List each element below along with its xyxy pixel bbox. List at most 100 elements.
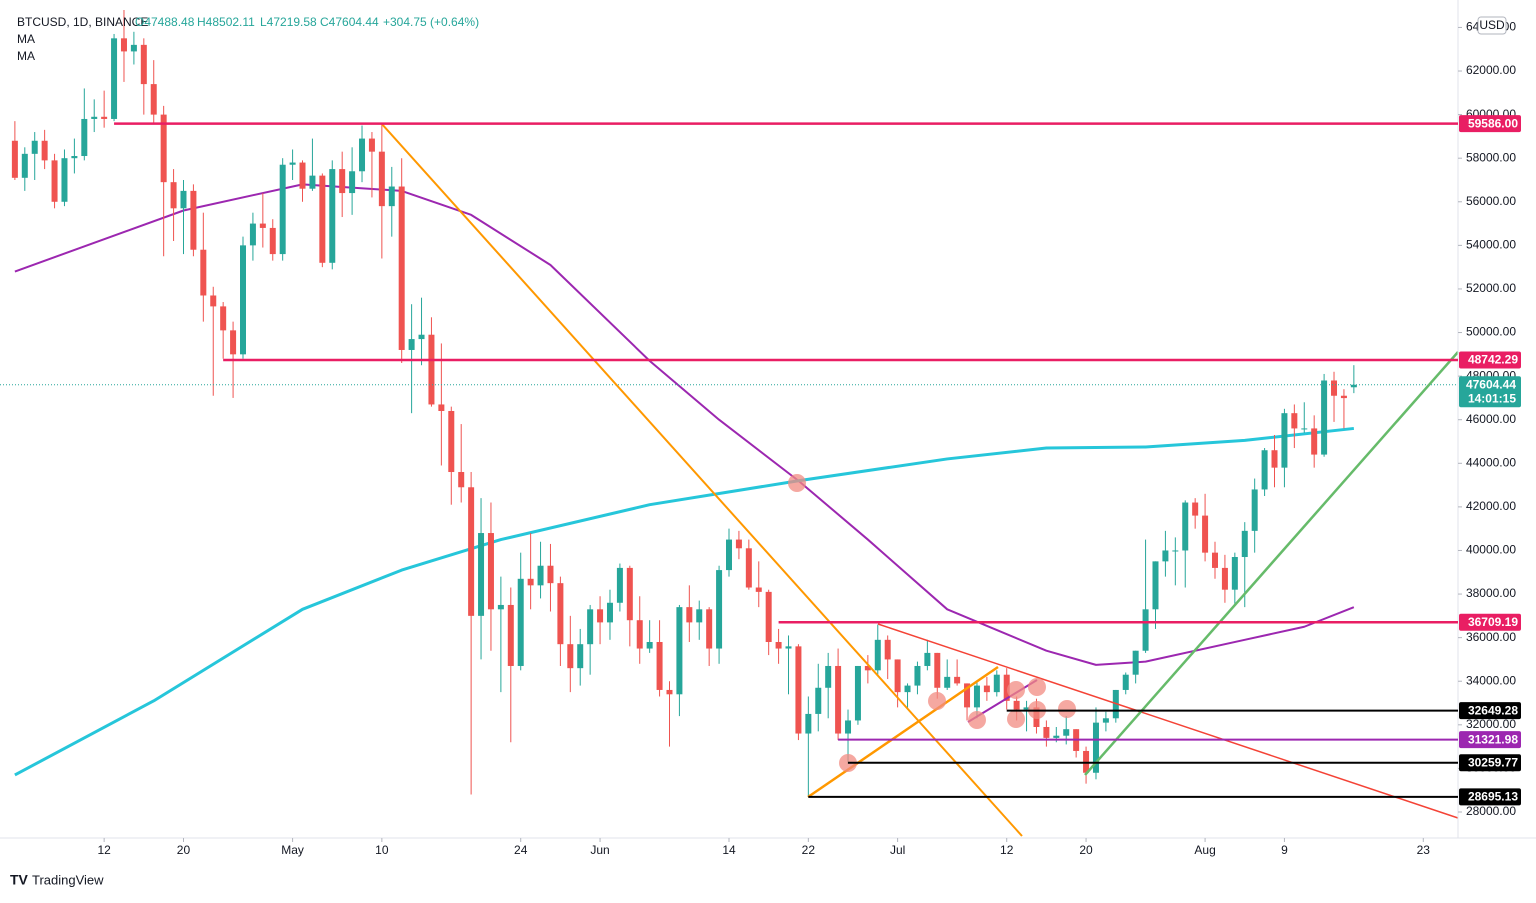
candle-body xyxy=(200,249,207,296)
candle-body xyxy=(587,609,594,645)
x-tick-label: 12 xyxy=(1000,843,1014,857)
level-label: 36709.19 xyxy=(1468,615,1518,629)
candle-body xyxy=(745,548,752,588)
y-tick-label: 46000.00 xyxy=(1466,412,1516,426)
candle-body xyxy=(1291,413,1298,429)
candle-body xyxy=(825,665,832,688)
candle-body xyxy=(1182,502,1189,551)
candle-body xyxy=(249,223,256,246)
candle-body xyxy=(458,472,465,488)
level-label-box xyxy=(1459,115,1521,133)
trend-line xyxy=(1084,351,1459,776)
candle-body xyxy=(755,587,762,592)
trend-line xyxy=(877,623,1459,819)
candle-body xyxy=(1271,450,1278,468)
candle-body xyxy=(487,533,494,610)
candle-body xyxy=(1212,552,1218,568)
candle-body xyxy=(230,330,237,355)
ohlc-low: L47219.58 xyxy=(260,15,317,29)
brand-name: TradingView xyxy=(32,872,104,887)
candle-body xyxy=(1043,726,1050,738)
candle-body xyxy=(1202,515,1209,553)
candle-body xyxy=(666,689,673,695)
candle-body xyxy=(91,116,98,119)
candle-body xyxy=(894,659,901,693)
x-tick-label: 23 xyxy=(1417,843,1431,857)
candle-body xyxy=(1013,700,1020,710)
candle-body xyxy=(299,162,306,189)
y-tick-label: 58000.00 xyxy=(1466,150,1516,164)
candle-body xyxy=(269,227,276,255)
candle-body xyxy=(418,334,425,340)
candle-body xyxy=(696,609,703,623)
candle-body xyxy=(944,676,951,688)
candle-body xyxy=(51,160,58,202)
y-tick-label: 54000.00 xyxy=(1466,238,1516,252)
candle-body xyxy=(815,687,822,714)
candle-body xyxy=(557,583,564,645)
candle-body xyxy=(101,116,108,119)
candle-body xyxy=(1063,729,1070,736)
candle-body xyxy=(1172,550,1179,552)
candle-body xyxy=(398,186,405,350)
candle-body xyxy=(329,169,336,263)
y-tick-label: 38000.00 xyxy=(1466,586,1516,600)
candle-body xyxy=(150,84,157,115)
candle-body xyxy=(81,118,88,157)
brand: TV TradingView xyxy=(10,872,104,888)
ohlc-close: C47604.44 xyxy=(320,15,379,29)
y-tick-label: 42000.00 xyxy=(1466,499,1516,513)
ohlc-high: H48502.11 xyxy=(197,15,255,29)
trend-line xyxy=(380,122,1023,837)
candle-body xyxy=(1192,502,1199,516)
candle-body xyxy=(240,245,246,355)
candle-body xyxy=(954,676,961,684)
candle-body xyxy=(864,665,871,671)
candle-body xyxy=(884,639,891,660)
candle-body xyxy=(686,607,693,623)
candle-body xyxy=(21,153,28,178)
candle-body xyxy=(775,642,782,649)
candle-body xyxy=(1301,428,1308,430)
candle-body xyxy=(170,182,177,209)
candle-body xyxy=(41,140,48,161)
candle-body xyxy=(428,334,435,405)
currency-badge xyxy=(1477,16,1507,35)
ohlc-open: O47488.48 xyxy=(135,15,195,29)
candle-body xyxy=(606,602,613,623)
candle-body xyxy=(964,683,971,708)
candle-body xyxy=(1281,413,1288,468)
candle-body xyxy=(1340,395,1347,399)
candle-body xyxy=(497,604,504,610)
level-label-box xyxy=(1459,702,1521,720)
candle-body xyxy=(448,410,455,473)
x-tick-label: May xyxy=(281,843,304,857)
level-label: 28695.13 xyxy=(1468,790,1518,804)
candle-body xyxy=(289,162,296,165)
level-label-box xyxy=(1459,788,1521,806)
candle-body xyxy=(1132,650,1139,675)
candle-body xyxy=(1092,722,1099,773)
marker xyxy=(839,754,857,772)
ma-legend: MA xyxy=(17,49,35,63)
candle-body xyxy=(339,169,346,194)
candle-body xyxy=(1152,561,1159,610)
candle-body xyxy=(378,151,385,207)
candle-body xyxy=(1251,489,1258,531)
candle-body xyxy=(716,570,723,649)
candle-body xyxy=(547,565,554,584)
legend: BTCUSD, 1D, BINANCE O47488.48 H48502.11 … xyxy=(17,15,479,63)
candle-body xyxy=(973,685,980,708)
y-tick-label: 32000.00 xyxy=(1466,717,1516,731)
marker xyxy=(788,474,806,492)
candle-body xyxy=(160,114,167,183)
candle-body xyxy=(1231,557,1238,590)
candle-body xyxy=(805,713,812,734)
candle-body xyxy=(359,138,366,172)
candle-body xyxy=(130,44,137,52)
level-label: 31321.98 xyxy=(1468,732,1518,746)
ma-line xyxy=(14,426,1355,777)
candle-body xyxy=(1122,674,1129,690)
candle-body xyxy=(636,620,643,649)
